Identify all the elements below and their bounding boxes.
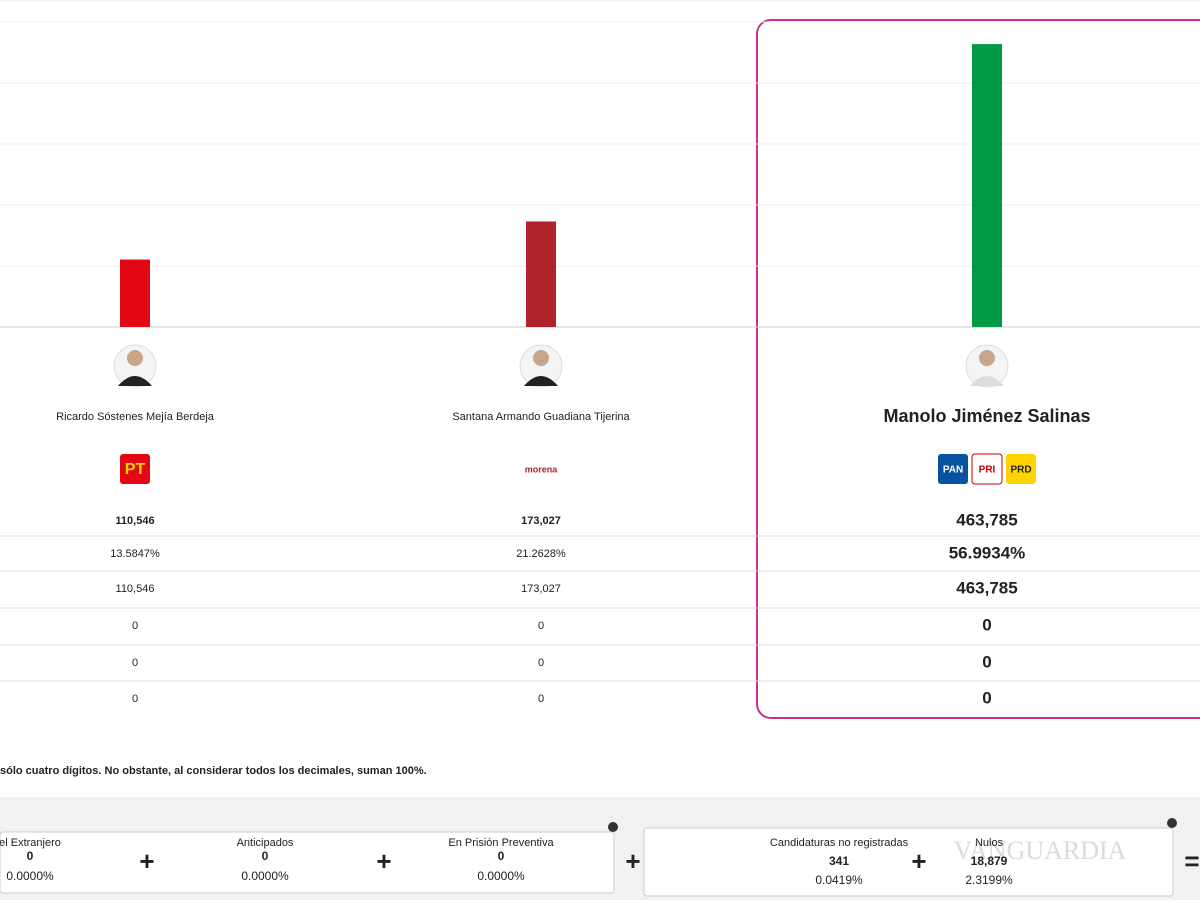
summary-percent: 0.0419% — [815, 873, 863, 887]
party-logo-text: morena — [525, 464, 559, 474]
table-cell: 110,546 — [115, 515, 154, 527]
table-cell: 21.2628% — [516, 548, 566, 560]
table-cell: 0 — [982, 652, 991, 671]
table-cell: 110,546 — [116, 583, 155, 595]
photo-body — [970, 376, 1004, 386]
table-cell: 0 — [132, 693, 138, 705]
bar — [120, 259, 150, 327]
party-logo — [938, 454, 968, 484]
summary-box — [0, 831, 615, 894]
candidate-name: Ricardo Sóstenes Mejía Berdeja — [56, 411, 215, 423]
summary-percent: 0.0000% — [477, 869, 525, 883]
photo-head — [127, 350, 143, 366]
summary-label: Nulos — [975, 837, 1004, 849]
table-cell: 56.9934% — [949, 543, 1026, 562]
bar — [972, 44, 1002, 327]
summary-percent: 2.3199% — [965, 873, 1013, 887]
table-cell: 0 — [132, 620, 138, 632]
table-cell: 0 — [538, 693, 544, 705]
summary-box — [643, 827, 1174, 897]
photo-head — [979, 350, 995, 366]
party-logo-text: PRD — [1010, 465, 1031, 476]
summary-count: 0 — [262, 849, 269, 863]
candidate-name: Manolo Jiménez Salinas — [883, 406, 1090, 426]
watermark: VANGUARDIA — [954, 836, 1127, 865]
operator: + — [911, 846, 926, 876]
party-logo — [1006, 454, 1036, 484]
summary-count: 18,879 — [971, 854, 1008, 868]
summary-percent: 0.0000% — [6, 869, 54, 883]
operator: + — [376, 846, 391, 876]
table-cell: 0 — [538, 620, 544, 632]
party-logo — [971, 453, 1003, 485]
party-logo — [120, 454, 150, 484]
photo-head — [533, 350, 549, 366]
summary-count: 0 — [498, 849, 505, 863]
summary-percent: 0.0000% — [241, 869, 289, 883]
candidate-name: Santana Armando Guadiana Tijerina — [452, 411, 630, 423]
photo-body — [524, 376, 558, 386]
summary-label: Anticipados — [237, 837, 294, 849]
summary-label: Candidaturas no registradas — [770, 837, 909, 849]
footnote: sólo cuatro dígitos. No obstante, al con… — [0, 765, 427, 777]
summary-label: el Extranjero — [0, 837, 61, 849]
table-cell: 0 — [132, 657, 138, 669]
info-icon[interactable] — [608, 822, 618, 832]
table-cell: 173,027 — [521, 515, 561, 527]
table-cell: 0 — [982, 615, 991, 634]
table-cell: 0 — [982, 688, 991, 707]
summary-count: 0 — [27, 849, 34, 863]
table-cell: 0 — [538, 657, 544, 669]
operator: = — [1184, 846, 1199, 876]
party-logo-text: PAN — [943, 465, 963, 476]
bar — [526, 221, 556, 327]
operator: + — [625, 846, 640, 876]
summary-label: En Prisión Preventiva — [448, 837, 554, 849]
photo-body — [118, 376, 152, 386]
table-cell: 463,785 — [956, 578, 1017, 597]
party-logo-text: PT — [125, 461, 146, 478]
summary-count: 341 — [829, 854, 849, 868]
table-cell: 173,027 — [521, 583, 561, 595]
winner-highlight — [756, 19, 1200, 719]
table-cell: 463,785 — [956, 510, 1017, 529]
info-icon[interactable] — [1167, 818, 1177, 828]
party-logo-text: PRI — [979, 465, 996, 476]
table-cell: 13.5847% — [110, 548, 160, 560]
operator: + — [139, 846, 154, 876]
